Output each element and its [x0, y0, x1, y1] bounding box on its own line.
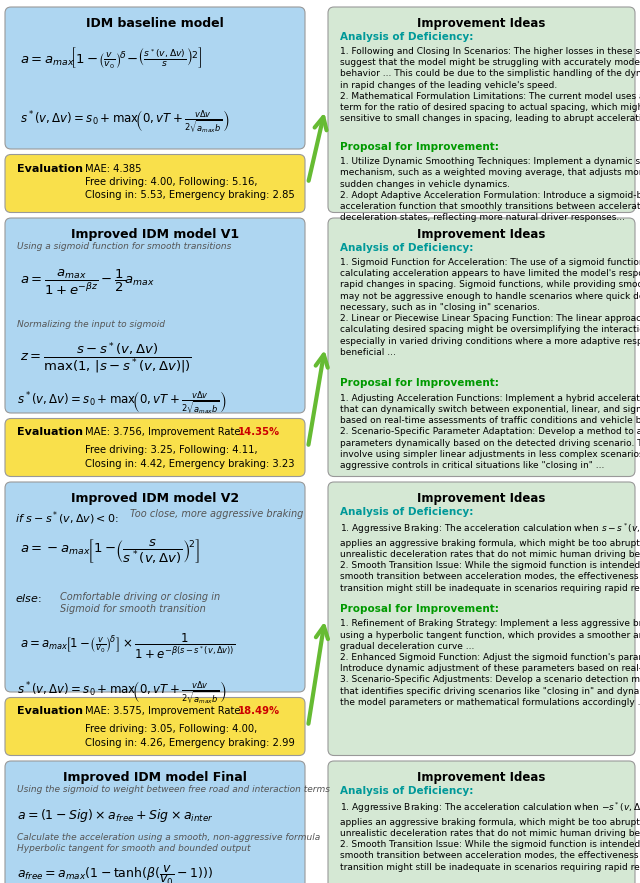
Text: 1. Aggressive Braking: The acceleration calculation when $- s^*(v,\Delta v) < 0$: 1. Aggressive Braking: The acceleration … [340, 801, 640, 872]
FancyBboxPatch shape [5, 218, 305, 413]
FancyBboxPatch shape [328, 482, 635, 756]
Text: Proposal for Improvement:: Proposal for Improvement: [340, 141, 499, 152]
Text: Free driving: 3.05, Following: 4.00,
Closing in: 4.26, Emergency braking: 2.99: Free driving: 3.05, Following: 4.00, Clo… [85, 724, 295, 748]
Text: Evaluation: Evaluation [17, 706, 83, 716]
Text: Improved IDM model Final: Improved IDM model Final [63, 771, 247, 784]
Text: $if\ s - s^*(v,\Delta v) < 0\!:$: $if\ s - s^*(v,\Delta v) < 0\!:$ [15, 509, 119, 526]
Text: Evaluation: Evaluation [17, 427, 83, 437]
Text: $z = \dfrac{s - s^*(v,\Delta v)}{\max(1,\,|s - s^*(v,\Delta v)|)}$: $z = \dfrac{s - s^*(v,\Delta v)}{\max(1,… [20, 340, 192, 375]
Text: Proposal for Improvement:: Proposal for Improvement: [340, 604, 499, 614]
FancyBboxPatch shape [5, 482, 305, 692]
Text: Analysis of Deficiency:: Analysis of Deficiency: [340, 32, 474, 42]
Text: Proposal for Improvement:: Proposal for Improvement: [340, 378, 499, 389]
Text: Using the sigmoid to weight between free road and interaction terms: Using the sigmoid to weight between free… [17, 785, 330, 794]
FancyBboxPatch shape [5, 698, 305, 756]
Text: 14.35%: 14.35% [238, 427, 280, 437]
Text: $a = (1 - Sig) \times a_{free} + Sig \times a_{inter}$: $a = (1 - Sig) \times a_{free} + Sig \ti… [17, 807, 214, 824]
Text: Too close, more aggressive braking: Too close, more aggressive braking [130, 509, 303, 519]
Text: Improvement Ideas: Improvement Ideas [417, 17, 546, 30]
Text: $a = a_{max}\!\left[1 - \!\left(\frac{v}{v_0}\right)^{\!\delta}\! - \!\left(\fra: $a = a_{max}\!\left[1 - \!\left(\frac{v}… [20, 45, 202, 70]
Text: $a_{free} = a_{max}(1 - \tanh(\beta(\dfrac{v}{v_0} - 1)))$: $a_{free} = a_{max}(1 - \tanh(\beta(\dfr… [17, 864, 213, 883]
FancyBboxPatch shape [5, 761, 305, 883]
Text: 18.49%: 18.49% [238, 706, 280, 716]
Text: Improved IDM model V2: Improved IDM model V2 [71, 492, 239, 505]
Text: $a = -a_{max}\!\left[1 - \!\left(\dfrac{s}{s^*(v,\Delta v)}\right)^{\!2}\right]$: $a = -a_{max}\!\left[1 - \!\left(\dfrac{… [20, 537, 200, 565]
Text: 1. Refinement of Braking Strategy: Implement a less aggressive braking strategy
: 1. Refinement of Braking Strategy: Imple… [340, 619, 640, 707]
Text: Calculate the acceleration using a smooth, non-aggressive formula
Hyperbolic tan: Calculate the acceleration using a smoot… [17, 833, 320, 853]
Text: 1. Adjusting Acceleration Functions: Implement a hybrid acceleration function
th: 1. Adjusting Acceleration Functions: Imp… [340, 394, 640, 470]
Text: $a = a_{max}\!\left[1 - \!\left(\frac{v}{v_0}\right)^{\!\delta}\right] \times \d: $a = a_{max}\!\left[1 - \!\left(\frac{v}… [20, 632, 236, 661]
Text: 1. Utilize Dynamic Smoothing Techniques: Implement a dynamic smoothing
mechanism: 1. Utilize Dynamic Smoothing Techniques:… [340, 157, 640, 223]
Text: Improvement Ideas: Improvement Ideas [417, 228, 546, 241]
Text: $s^*(v,\Delta v) = s_0 + \max\!\left(0, vT + \frac{v\Delta v}{2\sqrt{a_{max}b}}\: $s^*(v,\Delta v) = s_0 + \max\!\left(0, … [17, 390, 227, 418]
Text: Free driving: 3.25, Following: 4.11,
Closing in: 4.42, Emergency braking: 3.23: Free driving: 3.25, Following: 4.11, Clo… [85, 446, 294, 469]
Text: $s^*(v,\Delta v) = s_0 + \max\!\left(0, vT + \frac{v\Delta v}{2\sqrt{a_{max}b}}\: $s^*(v,\Delta v) = s_0 + \max\!\left(0, … [20, 109, 230, 136]
Text: Analysis of Deficiency:: Analysis of Deficiency: [340, 786, 474, 796]
FancyBboxPatch shape [5, 419, 305, 477]
Text: MAE: 3.756, Improvement Rate:: MAE: 3.756, Improvement Rate: [85, 427, 247, 437]
Text: 1. Sigmoid Function for Acceleration: The use of a sigmoid function for
calculat: 1. Sigmoid Function for Acceleration: Th… [340, 258, 640, 357]
Text: 1. Following and Closing In Scenarios: The higher losses in these scenarios
sugg: 1. Following and Closing In Scenarios: T… [340, 47, 640, 124]
Text: $else\!:$: $else\!:$ [15, 592, 42, 604]
Text: Comfortable driving or closing in
Sigmoid for smooth transition: Comfortable driving or closing in Sigmoi… [60, 592, 220, 615]
Text: Analysis of Deficiency:: Analysis of Deficiency: [340, 507, 474, 517]
Text: Using a sigmoid function for smooth transitions: Using a sigmoid function for smooth tran… [17, 242, 232, 251]
FancyBboxPatch shape [5, 155, 305, 213]
Text: Improved IDM model V1: Improved IDM model V1 [71, 228, 239, 241]
Text: MAE: 3.575, Improvement Rate:: MAE: 3.575, Improvement Rate: [85, 706, 247, 716]
Text: Improvement Ideas: Improvement Ideas [417, 771, 546, 784]
Text: Normalizing the input to sigmoid: Normalizing the input to sigmoid [17, 320, 165, 329]
Text: Analysis of Deficiency:: Analysis of Deficiency: [340, 243, 474, 253]
FancyBboxPatch shape [328, 761, 635, 883]
FancyBboxPatch shape [328, 7, 635, 213]
Text: IDM baseline model: IDM baseline model [86, 17, 224, 30]
Text: $s^*(v,\Delta v) = s_0 + \max\!\left(0, vT + \frac{v\Delta v}{2\sqrt{a_{max}b}}\: $s^*(v,\Delta v) = s_0 + \max\!\left(0, … [17, 680, 227, 707]
FancyBboxPatch shape [328, 218, 635, 477]
Text: $a = \dfrac{a_{max}}{1 + e^{-\beta z}} - \dfrac{1}{2}a_{max}$: $a = \dfrac{a_{max}}{1 + e^{-\beta z}} -… [20, 268, 155, 297]
Text: MAE: 4.385
Free driving: 4.00, Following: 5.16,
Closing in: 5.53, Emergency brak: MAE: 4.385 Free driving: 4.00, Following… [85, 163, 295, 200]
Text: Evaluation: Evaluation [17, 163, 83, 173]
Text: Improvement Ideas: Improvement Ideas [417, 492, 546, 505]
FancyBboxPatch shape [5, 7, 305, 149]
Text: 1. Aggressive Braking: The acceleration calculation when $s - s^*(v,\Delta v) < : 1. Aggressive Braking: The acceleration … [340, 522, 640, 592]
